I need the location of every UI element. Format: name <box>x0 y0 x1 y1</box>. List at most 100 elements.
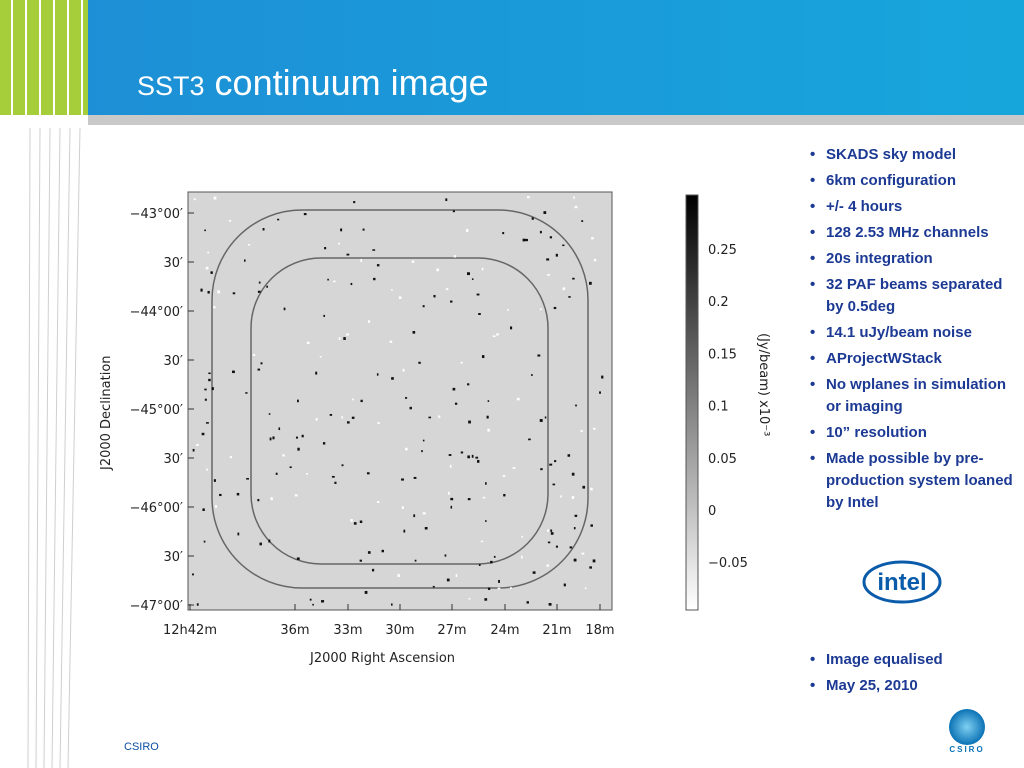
source-dot <box>481 267 484 271</box>
source-dot <box>228 219 232 222</box>
source-dot <box>305 473 309 475</box>
source-dot <box>574 205 578 209</box>
source-dot <box>321 600 325 603</box>
ra-tick-label: 21m <box>542 623 571 638</box>
source-dot <box>478 313 481 316</box>
source-dot <box>323 314 326 317</box>
source-dot <box>478 564 481 566</box>
source-dot <box>244 259 246 262</box>
source-dot <box>343 337 346 340</box>
source-dot <box>338 242 341 245</box>
source-dot <box>303 213 307 216</box>
colorbar-tick-label: 0 <box>708 504 716 519</box>
source-dot <box>555 545 559 548</box>
ra-tick-label: 36m <box>280 623 309 638</box>
source-dot <box>454 402 458 405</box>
source-dot <box>362 228 365 231</box>
source-dot <box>219 493 222 497</box>
source-dot <box>338 337 341 340</box>
source-dot <box>601 375 604 379</box>
source-dot <box>539 418 543 422</box>
stripes-lower <box>27 127 81 768</box>
source-dot <box>405 397 408 399</box>
source-dot <box>539 308 542 311</box>
dec-tick-label: −46°00′ <box>130 501 183 516</box>
source-dot <box>547 274 550 276</box>
source-dot <box>422 439 425 442</box>
bullet: 20s integration <box>806 248 1024 270</box>
ra-tick-label: 33m <box>333 623 362 638</box>
source-dot <box>278 427 281 431</box>
source-dot <box>571 472 575 476</box>
source-dot <box>359 520 363 524</box>
source-dot <box>211 387 214 391</box>
source-dot <box>340 228 343 232</box>
source-dot <box>257 498 260 502</box>
source-dot <box>525 238 529 242</box>
source-dot <box>413 476 417 479</box>
ra-tick-label: 18m <box>585 623 614 638</box>
source-dot <box>444 554 447 557</box>
source-dot <box>465 229 469 232</box>
dec-tick-label: 30′ <box>164 256 184 271</box>
source-dot <box>480 540 484 543</box>
source-dot <box>521 535 523 538</box>
source-dot <box>510 587 512 589</box>
source-dot <box>573 527 576 530</box>
intel-swoosh <box>862 560 942 604</box>
source-dot <box>201 432 205 436</box>
source-dot <box>391 288 393 291</box>
source-dot <box>486 415 489 419</box>
source-dot <box>492 335 496 337</box>
source-dot <box>376 373 379 376</box>
source-dot <box>204 229 206 232</box>
source-dot <box>207 251 209 254</box>
source-dot <box>418 361 421 364</box>
source-dot <box>352 398 354 401</box>
source-dot <box>450 505 453 509</box>
source-dot <box>592 559 596 563</box>
source-dot <box>277 218 280 221</box>
source-dot <box>205 266 209 270</box>
ra-tick-label: 12h42m <box>163 623 217 638</box>
stripes <box>11 0 83 115</box>
source-dot <box>412 331 416 334</box>
source-dot <box>460 451 464 454</box>
source-dot <box>351 416 355 419</box>
source-dot <box>531 217 534 220</box>
source-dot <box>497 587 501 590</box>
dec-tick-label: 30′ <box>164 452 184 467</box>
source-dot <box>272 436 275 440</box>
header-band <box>88 0 1024 115</box>
source-dot <box>438 415 441 418</box>
source-dot <box>376 501 380 503</box>
source-dot <box>390 603 393 606</box>
source-dot <box>259 542 262 546</box>
source-dot <box>371 568 375 572</box>
source-dot <box>324 247 327 250</box>
source-dot <box>540 468 543 471</box>
source-dot <box>195 444 199 446</box>
colorbar <box>685 194 699 611</box>
colorbar-tick-label: 0.25 <box>708 243 737 258</box>
source-dot <box>192 448 195 452</box>
bullet: SKADS sky model <box>806 144 1024 166</box>
source-dot <box>301 434 304 438</box>
source-dot <box>414 559 417 562</box>
source-dot <box>548 603 552 606</box>
figure-labels: −43°00′ 30′ −44°00′ 30′ −45°00′ 30′ −46°00′ 30′… <box>130 207 748 638</box>
source-dot <box>252 354 256 356</box>
source-dot <box>373 277 376 281</box>
source-dot <box>397 574 400 577</box>
source-dot <box>549 463 553 466</box>
source-dot <box>507 308 509 311</box>
source-dot <box>327 278 329 281</box>
source-dot <box>207 290 210 294</box>
source-dot <box>452 210 455 213</box>
source-dot <box>210 271 213 274</box>
source-dot <box>468 420 471 424</box>
source-dot <box>433 294 436 298</box>
source-dot <box>446 578 450 582</box>
source-dot <box>204 388 207 391</box>
